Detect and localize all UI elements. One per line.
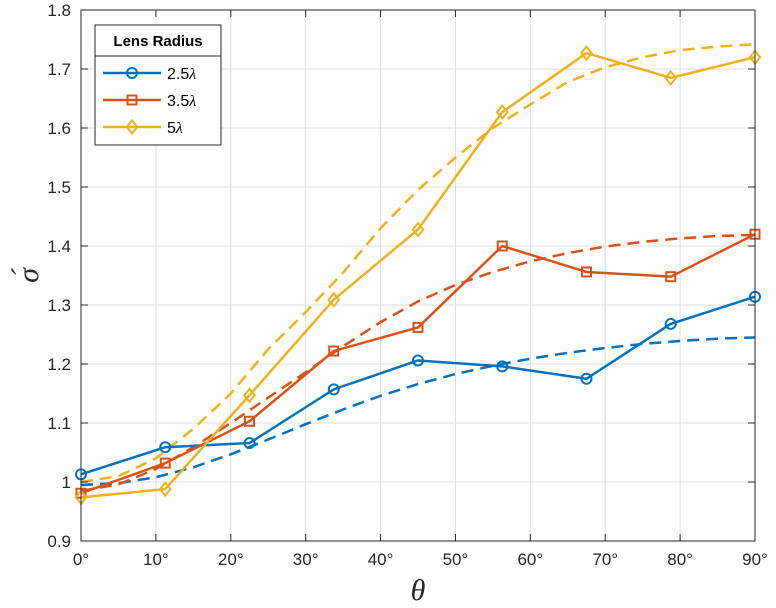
legend-item: 5λ	[103, 118, 183, 137]
y-tick-label: 0.9	[47, 532, 71, 551]
legend-box	[94, 24, 222, 146]
legend-label-number: 3.5	[167, 93, 189, 110]
data-point-diamond	[664, 69, 678, 86]
fit-curve-square	[80, 233, 756, 493]
legend-label-symbol: λ	[188, 93, 196, 110]
data-point-square	[328, 345, 340, 357]
data-point-diamond	[327, 291, 341, 308]
series-line-diamond	[80, 51, 756, 499]
legend-item: 3.5λ	[103, 93, 196, 110]
data-point-circle	[327, 383, 340, 396]
data-point-circle	[664, 317, 677, 330]
y-axis-label: σ́	[11, 267, 45, 283]
data-point-square	[665, 271, 677, 283]
y-tick-label: 1.4	[47, 237, 71, 256]
x-tick-label: 10°	[143, 550, 169, 569]
legend-label: 3.5λ	[167, 93, 196, 110]
data-point-circle	[496, 360, 509, 373]
x-tick-label: 50°	[443, 550, 469, 569]
legend-title: Lens Radius	[113, 33, 202, 50]
x-tick-label: 20°	[218, 550, 244, 569]
x-tick-label: 60°	[517, 550, 543, 569]
series-line-square	[80, 233, 756, 495]
series-line-circle	[80, 295, 756, 476]
legend-label: 5λ	[167, 120, 183, 137]
data-point-diamond	[411, 221, 425, 238]
legend-label: 2.5λ	[167, 66, 196, 83]
series-diamond	[74, 44, 762, 506]
data-series	[74, 44, 762, 506]
data-point-circle	[580, 372, 593, 385]
y-tick-label: 1.5	[47, 178, 71, 197]
y-tick-label: 1.3	[47, 296, 71, 315]
legend-label-number: 2.5	[167, 66, 189, 83]
y-tick-labels: 0.9 1 1.1 1.2 1.3 1.4 1.5 1.6 1.7 1.8	[47, 1, 71, 551]
data-point-square	[244, 415, 255, 427]
data-point-square	[412, 321, 424, 333]
data-point-diamond	[243, 387, 256, 404]
x-axis-label: θ	[411, 574, 426, 607]
legend-marker	[126, 94, 138, 106]
series-circle	[75, 290, 761, 481]
data-point-circle	[412, 354, 424, 367]
x-tick-label: 70°	[592, 550, 618, 569]
x-tick-label: 80°	[667, 550, 693, 569]
y-tick-label: 1.8	[47, 1, 71, 20]
data-point-circle	[159, 441, 172, 454]
x-tick-labels: 0° 10° 20° 30° 40° 50° 60° 70° 80° 90°	[73, 550, 768, 569]
series-square	[75, 228, 761, 499]
x-tick-label: 0°	[73, 550, 89, 569]
y-tick-label: 1.1	[47, 414, 71, 433]
legend-item: 2.5λ	[103, 66, 196, 83]
data-point-square	[159, 457, 171, 469]
data-point-diamond	[495, 103, 509, 121]
y-tick-label: 1.7	[47, 60, 71, 79]
legend-marker	[126, 67, 138, 79]
data-point-square	[496, 240, 508, 252]
plot-border	[80, 9, 756, 542]
x-tick-label: 90°	[742, 550, 768, 569]
y-tick-label: 1.2	[47, 355, 71, 374]
data-point-diamond	[580, 44, 593, 62]
x-tick-label: 40°	[368, 550, 394, 569]
data-point-diamond	[158, 480, 172, 498]
data-point-circle	[243, 437, 256, 450]
legend-marker	[125, 118, 139, 136]
legend-label-symbol: λ	[175, 120, 183, 137]
x-tick-label: 30°	[293, 550, 319, 569]
y-tick-label: 1.6	[47, 119, 71, 138]
legend-label-number: 5	[167, 120, 176, 137]
data-point-square	[581, 266, 592, 278]
y-tick-label: 1	[62, 473, 71, 492]
fit-curves	[80, 42, 756, 493]
fit-curve-circle	[80, 336, 756, 487]
axis-ticks	[80, 9, 756, 542]
legend-label-symbol: λ	[188, 66, 196, 83]
